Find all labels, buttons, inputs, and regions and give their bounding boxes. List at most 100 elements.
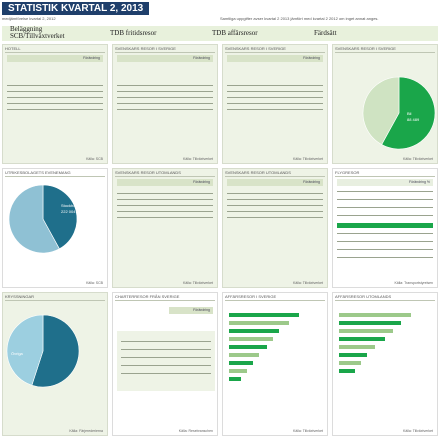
- row-line: [227, 193, 323, 194]
- table-header: Förändring: [117, 179, 213, 186]
- row-line: [7, 85, 103, 86]
- pie-slice: [42, 184, 78, 250]
- row-line: [121, 341, 211, 342]
- bar: [339, 321, 401, 325]
- divider: [5, 176, 105, 177]
- row-line: [7, 109, 103, 110]
- table-header: Förändring: [227, 179, 323, 186]
- panel-source: Källa: SCB: [86, 281, 103, 285]
- bar: [339, 337, 385, 341]
- panel-title: KRYSSNINGAR: [5, 294, 35, 299]
- bar: [229, 369, 247, 373]
- divider: [5, 52, 105, 53]
- bar: [229, 313, 299, 317]
- panel-cruises: KRYSSNINGAR Övriga Källa: Färjerederiern…: [2, 292, 108, 436]
- panel-title: FLYGRESOR: [335, 170, 360, 175]
- panel-charter: CHARTERRESOR FRÅN SVERIGE Förändring Käl…: [112, 292, 218, 436]
- table-header: Förändring %: [337, 179, 433, 186]
- divider: [225, 52, 325, 53]
- bar: [339, 353, 367, 357]
- pie-slice: [31, 314, 80, 388]
- panel-title: AFFÄRSRESOR UTOMLANDS: [335, 294, 392, 299]
- occupancy-col-transport: Färdsätt: [314, 29, 337, 37]
- bar: [229, 329, 279, 333]
- table-header: Förändring: [169, 307, 213, 314]
- row-line: [7, 91, 103, 92]
- panel-title: HOTELL: [5, 46, 21, 51]
- panel-business-abroad: AFFÄRSRESOR UTOMLANDS Källa: Tillväxtver…: [332, 292, 438, 436]
- panel-title: SVENSKARS RESOR UTOMLANDS: [115, 170, 181, 175]
- row-line: [227, 217, 323, 218]
- divider: [225, 176, 325, 177]
- panel-source: Källa: Färjerederierna: [69, 429, 103, 433]
- row-line: [337, 215, 433, 216]
- bar: [339, 369, 355, 373]
- panel-domestic-business: SVENSKARS RESOR I SVERIGE Förändring Käl…: [222, 44, 328, 164]
- pie-label-other: Övriga: [11, 351, 24, 356]
- panel-title: SVENSKARS RESOR UTOMLANDS: [225, 170, 291, 175]
- row-line: [337, 191, 433, 192]
- row-line: [121, 373, 211, 374]
- row-line: [117, 199, 213, 200]
- panel-title: SVENSKARS RESOR I SVERIGE: [335, 46, 396, 51]
- panel-transport-mode: SVENSKARS RESOR I SVERIGE Bil 88 489 Käl…: [332, 44, 438, 164]
- row-line: [7, 103, 103, 104]
- panel-flights: FLYGRESOR Förändring % Källa: Transports…: [332, 168, 438, 288]
- bar: [339, 313, 411, 317]
- row-line: [227, 103, 323, 104]
- divider: [335, 52, 435, 53]
- bar: [339, 329, 393, 333]
- occupancy-col-leisure: TDB fritidsresor: [110, 29, 157, 37]
- panel-source: Källa: Tillväxtverket: [293, 157, 323, 161]
- row-line: [227, 91, 323, 92]
- page-subtitle: medjämförelse kvartal 2, 2012: [2, 16, 56, 21]
- panel-source: Källa: SCB: [86, 157, 103, 161]
- panel-source: Källa: Tillväxtverket: [183, 157, 213, 161]
- pie-slice: [362, 76, 400, 145]
- charter-table: [117, 331, 215, 391]
- row-line: [117, 109, 213, 110]
- row-line: [117, 91, 213, 92]
- row-line: [117, 211, 213, 212]
- panel-abroad-leisure: SVENSKARS RESOR UTOMLANDS Förändring Käl…: [112, 168, 218, 288]
- divider: [335, 176, 435, 177]
- bar: [229, 345, 267, 349]
- table-header: Förändring: [227, 55, 323, 62]
- pie-label-stockholm: Stockholm: [61, 203, 80, 208]
- row-line: [227, 97, 323, 98]
- row-line: [117, 97, 213, 98]
- bar: [339, 361, 361, 365]
- bar: [229, 361, 253, 365]
- table-header: Förändring: [117, 55, 213, 62]
- bar: [339, 345, 375, 349]
- divider: [115, 300, 215, 301]
- row-line: [337, 257, 433, 258]
- panel-source: Källa: Tillväxtverket: [183, 281, 213, 285]
- panel-title: UTRIKESBOLAGETS EVENEMANG: [5, 170, 71, 175]
- pie-chart-cruises: Övriga: [6, 314, 80, 388]
- divider: [335, 300, 435, 301]
- panel-hotels: HOTELL Förändring Källa: SCB: [2, 44, 108, 164]
- row-line: [227, 85, 323, 86]
- row-line: [117, 193, 213, 194]
- row-line: [337, 233, 433, 234]
- pie-slice: [381, 76, 436, 150]
- panel-business-domestic: AFFÄRSRESOR I SVERIGE Källa: Tillväxtver…: [222, 292, 328, 436]
- pie-slice: [6, 314, 44, 386]
- divider: [115, 52, 215, 53]
- bar: [229, 353, 259, 357]
- panel-source: Källa: Tillväxtverket: [293, 281, 323, 285]
- row-line: [117, 217, 213, 218]
- divider: [5, 300, 105, 301]
- row-line: [117, 103, 213, 104]
- panel-abroad-business: SVENSKARS RESOR UTOMLANDS Förändring Käl…: [222, 168, 328, 288]
- bar: [229, 321, 289, 325]
- pie-value-stockholm: 222 004: [61, 209, 76, 214]
- occupancy-label-2: SCB/Tillväxtverket: [10, 32, 65, 40]
- bar: [229, 337, 273, 341]
- row-line: [121, 349, 211, 350]
- highlight-row: [337, 223, 433, 228]
- row-line: [337, 207, 433, 208]
- occupancy-strip: Beläggning SCB/Tillväxtverket TDB fritid…: [2, 25, 438, 41]
- panel-title: SVENSKARS RESOR I SVERIGE: [225, 46, 286, 51]
